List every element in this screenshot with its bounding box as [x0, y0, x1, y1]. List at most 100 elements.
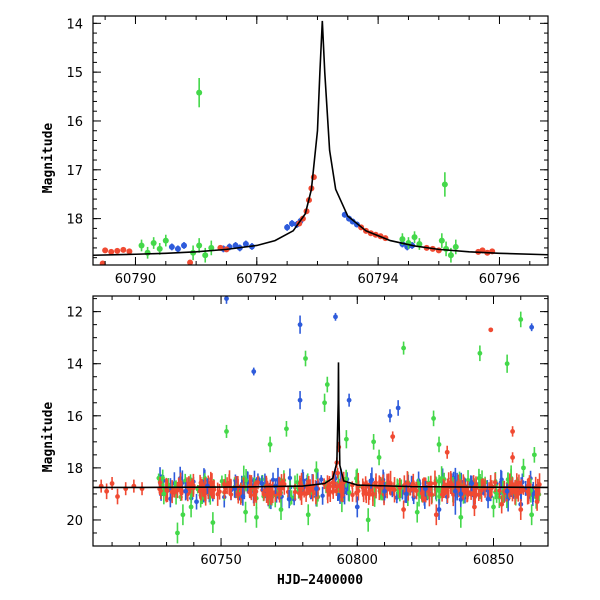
bottom-data-point-1-7: [488, 327, 494, 333]
bottom-data-point-0-21: [469, 481, 475, 486]
bottom-y-axis-label: Magnitude: [41, 402, 56, 473]
bottom-data-point-cluster-2: [222, 489, 227, 495]
top-y-tick-label: 17: [66, 164, 83, 179]
bottom-data-point-cluster-0: [320, 493, 325, 498]
bottom-data-point-1-9: [510, 455, 515, 460]
top-y-tick-label: 16: [66, 115, 83, 130]
bottom-data-point-2-31: [161, 491, 167, 497]
top-data-point-2-10: [399, 236, 406, 243]
bottom-data-point-cluster-1: [354, 476, 359, 481]
bottom-data-point-0-9: [452, 488, 458, 494]
bottom-data-point-cluster-2: [497, 488, 502, 493]
top-data-point-2-13: [416, 241, 423, 248]
bottom-y-tick-label: 16: [66, 410, 83, 425]
bottom-data-point-2-27: [414, 509, 420, 515]
bottom-data-point-cluster-2: [479, 488, 484, 493]
bottom-data-point-cluster-2: [471, 491, 477, 497]
top-data-point-2-3: [156, 245, 163, 252]
bottom-data-point-2-22: [243, 509, 248, 515]
top-y-tick-label: 18: [66, 213, 83, 228]
top-data-point-2-4: [162, 237, 169, 244]
bottom-data-point-cluster-2: [373, 480, 378, 485]
bottom-data-point-cluster-2: [432, 481, 438, 486]
bottom-data-point-cluster-2: [448, 480, 453, 485]
bottom-y-tick-label: 18: [66, 462, 83, 477]
bottom-data-point-cluster-2: [334, 484, 340, 490]
bottom-data-point-2-12: [436, 442, 442, 447]
bottom-data-point-2-1: [267, 442, 273, 447]
bottom-data-point-cluster-2: [222, 481, 227, 487]
top-data-point-0-8: [181, 242, 187, 249]
bottom-data-point-cluster-1: [347, 490, 352, 495]
bottom-data-point-2-20: [188, 504, 194, 510]
bottom-data-point-1-18: [499, 501, 505, 507]
bottom-data-point-0-5: [346, 397, 352, 403]
top-data-point-2-9: [208, 244, 215, 251]
bottom-data-point-cluster-0: [319, 477, 324, 482]
bottom-data-point-2-17: [531, 452, 537, 458]
top-data-point-1-3: [120, 246, 127, 253]
bottom-data-point-cluster-2: [228, 492, 234, 497]
top-data-point-2-7: [196, 242, 203, 249]
bottom-data-point-0-10: [183, 488, 189, 494]
bottom-data-point-0-15: [314, 486, 319, 492]
bottom-data-point-cluster-1: [505, 477, 511, 482]
bottom-data-point-cluster-2: [172, 490, 177, 495]
bottom-data-point-0-17: [368, 478, 374, 484]
bottom-data-point-cluster-2: [439, 492, 445, 497]
bottom-data-point-cluster-2: [340, 492, 345, 498]
top-model-curve: [93, 20, 548, 257]
bottom-data-point-cluster-2: [535, 488, 541, 493]
bottom-data-point-2-26: [365, 517, 371, 523]
bottom-data-point-0-22: [485, 496, 491, 502]
bottom-data-point-cluster-2: [465, 489, 470, 494]
bottom-data-point-cluster-2: [510, 487, 515, 492]
bottom-data-point-2-21: [210, 520, 216, 525]
bottom-panel: 60750 60800 60850 12 14 16 18 20: [66, 295, 549, 568]
bottom-data-point-cluster-2: [157, 480, 163, 485]
top-data-point-0-15: [349, 218, 356, 225]
bottom-data-point-cluster-2: [410, 481, 416, 486]
bottom-data-point-0-8: [529, 324, 535, 330]
bottom-data-point-2-14: [504, 361, 510, 367]
bottom-data-point-0-20: [436, 507, 442, 512]
top-x-tick-label: 60790: [115, 272, 156, 287]
bottom-data-point-1-21: [335, 470, 341, 476]
bottom-data-point-2-30: [529, 512, 535, 518]
bottom-data-point-2-28: [458, 514, 464, 520]
bottom-data-point-cluster-2: [360, 485, 365, 490]
top-data-point-0-9: [284, 224, 291, 231]
bottom-data-point-cluster-2: [429, 492, 434, 497]
bottom-data-point-cluster-0: [270, 477, 276, 482]
bottom-data-point-2-6: [314, 468, 319, 473]
top-data-point-2-16: [447, 252, 454, 259]
bottom-data-point-cluster-2: [525, 489, 530, 494]
bottom-y-tick-label: 20: [66, 514, 83, 529]
bottom-data-point-0-0: [224, 296, 229, 302]
bottom-data-point-1-12: [444, 449, 450, 455]
top-x-tick-label: 60792: [236, 272, 277, 287]
bottom-data-point-1-3: [115, 494, 120, 499]
bottom-data-point-1-11: [428, 481, 434, 486]
bottom-data-point-0-29: [458, 491, 464, 497]
bottom-data-point-2-16: [521, 465, 526, 471]
top-plot-area: [93, 20, 548, 265]
bottom-data-point-0-6: [387, 413, 393, 419]
bottom-data-point-2-4: [322, 400, 327, 406]
bottom-data-point-1-16: [518, 507, 524, 512]
bottom-data-point-1-2: [109, 481, 115, 486]
top-data-point-2-18: [441, 181, 448, 188]
top-x-tick-label: 60796: [479, 272, 520, 287]
bottom-data-point-2-19: [180, 512, 186, 518]
bottom-data-point-cluster-2: [350, 492, 355, 498]
top-data-point-1-2: [114, 247, 121, 254]
bottom-data-point-cluster-2: [331, 481, 337, 486]
top-x-tick-label: 60794: [357, 272, 398, 287]
bottom-data-point-0-25: [194, 499, 199, 505]
bottom-data-point-cluster-2: [279, 481, 284, 486]
bottom-data-point-cluster-2: [307, 486, 313, 491]
top-panel: 60790 60792 60794 60796 14 15 16 17 18: [66, 15, 549, 287]
bottom-data-point-0-26: [240, 494, 246, 499]
bottom-data-point-cluster-2: [268, 492, 274, 497]
